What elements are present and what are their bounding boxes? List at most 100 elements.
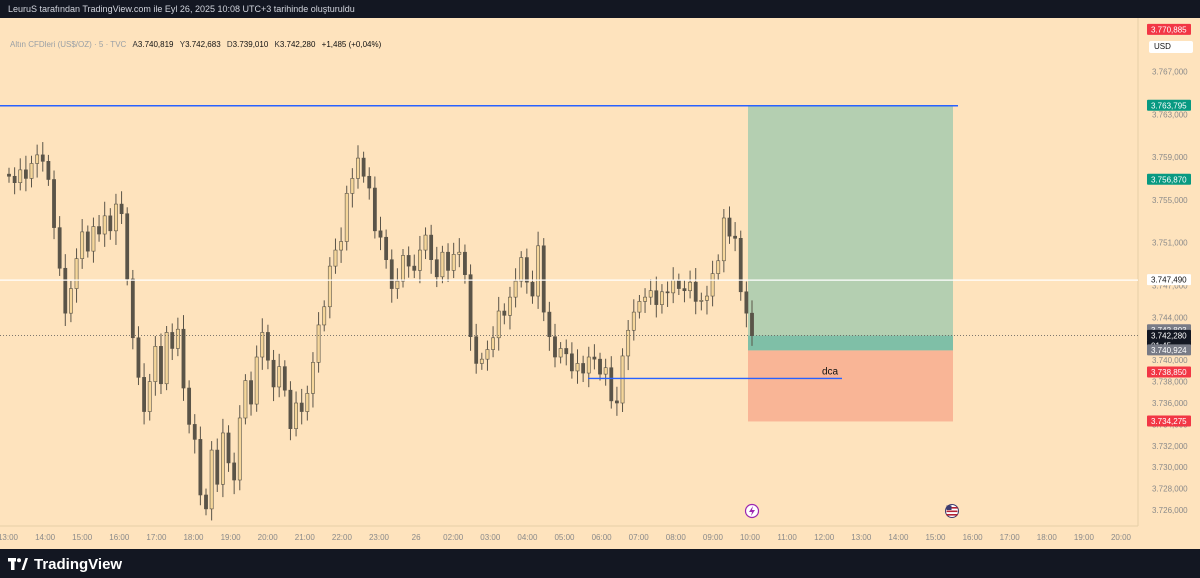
- entry-band: [748, 335, 953, 351]
- price-label-box: [1147, 23, 1191, 35]
- candle: [361, 151, 366, 183]
- candle-body: [406, 255, 411, 267]
- time-tick-label: 20:00: [258, 533, 279, 542]
- candle-body: [530, 281, 535, 297]
- candle-body: [429, 234, 434, 261]
- candle-body: [339, 241, 343, 251]
- candle-body: [434, 259, 439, 278]
- candle: [125, 207, 130, 286]
- time-tick-label: 09:00: [703, 533, 724, 542]
- candle-body: [153, 346, 158, 382]
- time-tick-label: 18:00: [1037, 533, 1058, 542]
- candle-body: [524, 257, 529, 283]
- candle: [322, 300, 327, 332]
- price-label-box: [1147, 99, 1191, 111]
- candle: [198, 426, 203, 506]
- candle: [181, 315, 186, 401]
- price-label-black: 3.742,280: [1147, 329, 1191, 341]
- candle-body: [620, 355, 625, 404]
- currency-button[interactable]: USD: [1149, 41, 1193, 53]
- candle: [451, 242, 456, 279]
- candle: [384, 229, 389, 269]
- candle-body: [412, 265, 417, 271]
- time-tick-label: 14:00: [35, 533, 56, 542]
- candle-body: [738, 238, 743, 293]
- candle: [502, 303, 507, 325]
- candle: [553, 323, 557, 368]
- candle-body: [705, 295, 709, 301]
- candle: [192, 414, 197, 454]
- price-tick-label: 3.732,000: [1152, 442, 1188, 451]
- candle-body: [367, 175, 372, 189]
- candle-body: [114, 203, 118, 232]
- chart-area[interactable]: dca 3.726,000 3.728,000 3.730,000 3.732,000 3…: [0, 18, 1200, 550]
- candle-body: [322, 306, 327, 326]
- candle-body: [266, 332, 270, 361]
- candle: [220, 418, 225, 498]
- candle-body: [18, 169, 23, 183]
- candle: [237, 405, 242, 491]
- candle: [603, 358, 608, 386]
- candle: [91, 217, 96, 263]
- candle-body: [63, 267, 68, 314]
- time-tick-label: 02:00: [443, 533, 464, 542]
- candle-body: [136, 337, 141, 378]
- candle-body: [418, 249, 422, 271]
- time-tick-label: 19:00: [1074, 533, 1095, 542]
- candle-body: [142, 377, 146, 412]
- price-chart[interactable]: dca 3.726,000 3.728,000 3.730,000 3.732,000 3…: [0, 18, 1200, 550]
- price-label-green: 3.756,870: [1147, 173, 1191, 185]
- candle: [457, 238, 462, 268]
- candle: [429, 224, 434, 274]
- legend-low-value: 3.739,010: [232, 40, 269, 49]
- candle: [485, 340, 490, 371]
- candle-body: [74, 258, 79, 289]
- candle: [564, 339, 569, 366]
- candle: [750, 300, 754, 346]
- candle-body: [609, 367, 614, 402]
- candle-body: [536, 245, 541, 297]
- candle: [474, 323, 479, 374]
- candle: [46, 154, 51, 186]
- candle-body: [676, 279, 681, 289]
- candle-body: [474, 336, 479, 364]
- candle-body: [378, 230, 383, 238]
- price-label-text: 3.756,870: [1151, 175, 1187, 184]
- candle: [513, 268, 518, 308]
- tradingview-logo[interactable]: TradingView: [8, 555, 122, 573]
- price-tick-label: 3.759,000: [1152, 153, 1188, 162]
- candle: [389, 249, 394, 303]
- candle: [130, 269, 135, 350]
- time-tick-label: 16:00: [109, 533, 130, 542]
- time-tick-label: 05:00: [554, 533, 575, 542]
- price-label-box: [1147, 344, 1191, 356]
- candle: [643, 288, 647, 313]
- candle: [519, 251, 524, 288]
- candle-body: [502, 310, 507, 316]
- legend-low-key: D: [226, 40, 233, 49]
- candle: [35, 144, 40, 178]
- candle-body: [598, 358, 602, 375]
- candle-body: [254, 356, 259, 405]
- price-label-green: 3.763,795: [1147, 99, 1191, 111]
- candle-body: [446, 251, 450, 271]
- candle-body: [603, 367, 608, 375]
- candle: [721, 209, 726, 273]
- candle: [524, 248, 529, 294]
- candle-body: [282, 366, 287, 391]
- candle: [108, 208, 113, 240]
- candle: [581, 355, 586, 383]
- profit-zone: [748, 105, 953, 351]
- legend-change: +1,485 (+0,04%): [321, 40, 382, 49]
- candle-body: [361, 157, 366, 177]
- price-tick-label: 3.740,000: [1152, 356, 1188, 365]
- candle-body: [204, 494, 208, 510]
- candle: [372, 176, 377, 239]
- candle-body: [46, 161, 51, 180]
- candle: [18, 158, 23, 191]
- price-label-text: 3.734,275: [1151, 417, 1187, 426]
- candle: [586, 346, 591, 388]
- candle-body: [727, 217, 732, 237]
- candle-body: [468, 274, 473, 338]
- price-label-red: 3.770,885: [1147, 23, 1191, 35]
